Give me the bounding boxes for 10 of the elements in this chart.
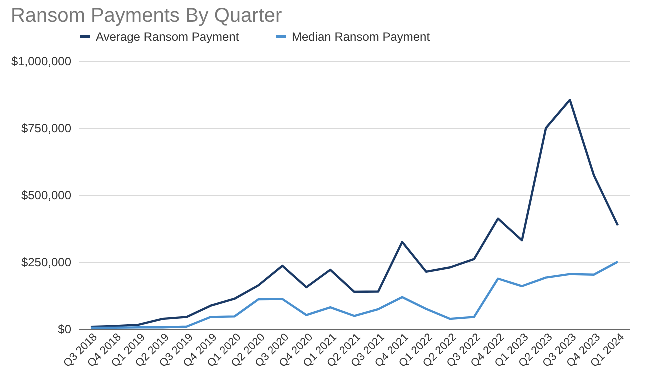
y-tick-label: $500,000: [21, 188, 72, 202]
legend-label: Average Ransom Payment: [96, 30, 240, 44]
chart-title: Ransom Payments By Quarter: [10, 5, 282, 27]
y-tick-label: $250,000: [21, 256, 72, 270]
line-series: [90, 260, 620, 330]
y-tick-label: $1,000,000: [11, 54, 72, 68]
y-tick-label: $750,000: [21, 122, 72, 136]
y-tick-label: $0: [58, 322, 72, 336]
legend-label: Median Ransom Payment: [292, 30, 431, 44]
line-series: [90, 99, 620, 328]
